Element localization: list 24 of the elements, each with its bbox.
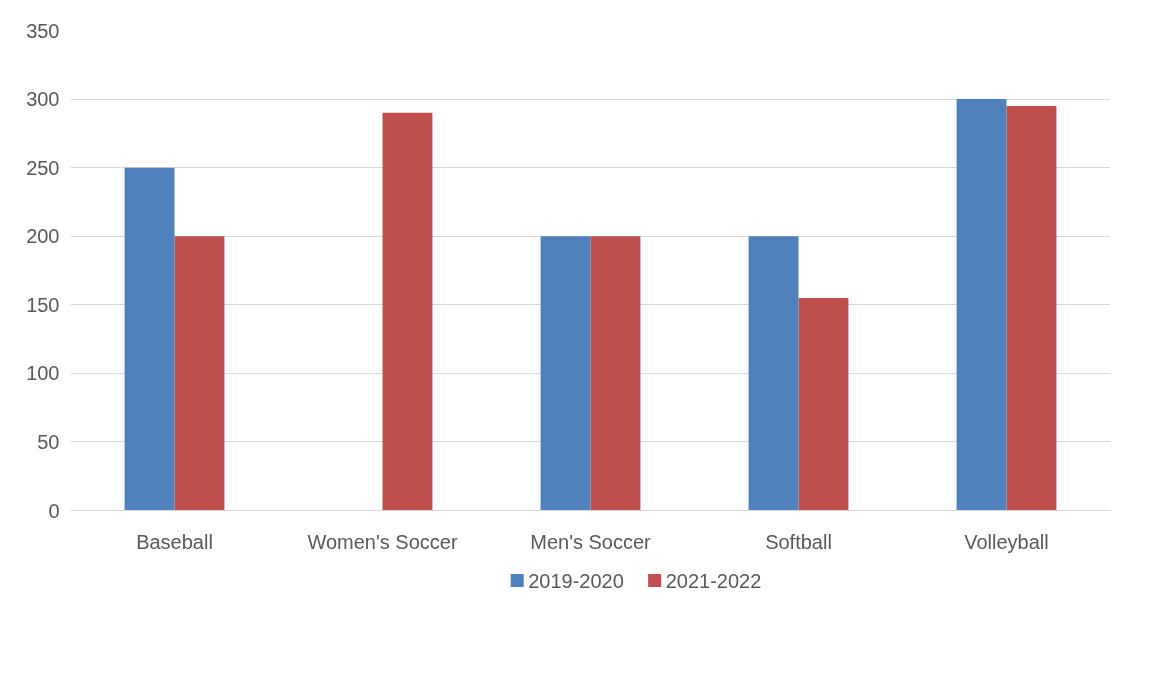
y-tick-label: 250	[26, 156, 60, 179]
bar	[590, 236, 641, 511]
bar	[382, 112, 433, 511]
x-tick-label: Volleyball	[964, 530, 1049, 553]
x-tick-label: Softball	[765, 530, 832, 553]
y-tick-label: 150	[26, 293, 60, 316]
bar	[174, 236, 225, 511]
bar	[748, 236, 799, 511]
legend-label: 2021-2022	[665, 569, 762, 592]
y-tick-label: 300	[26, 88, 60, 111]
y-tick-label: 350	[26, 19, 60, 42]
y-tick-label: 50	[37, 430, 60, 453]
x-tick-label: Men's Soccer	[530, 530, 652, 553]
y-tick-label: 0	[48, 499, 60, 522]
x-tick-label: Baseball	[136, 530, 213, 553]
legend-label: 2019-2020	[528, 569, 624, 592]
x-tick-label: Women's Soccer	[307, 530, 458, 553]
bar	[798, 297, 849, 511]
y-tick-label: 100	[26, 362, 60, 385]
bar	[124, 167, 175, 511]
y-tick-label: 200	[26, 225, 60, 248]
bar	[956, 99, 1007, 511]
bar	[1006, 105, 1057, 511]
bar	[540, 236, 591, 511]
